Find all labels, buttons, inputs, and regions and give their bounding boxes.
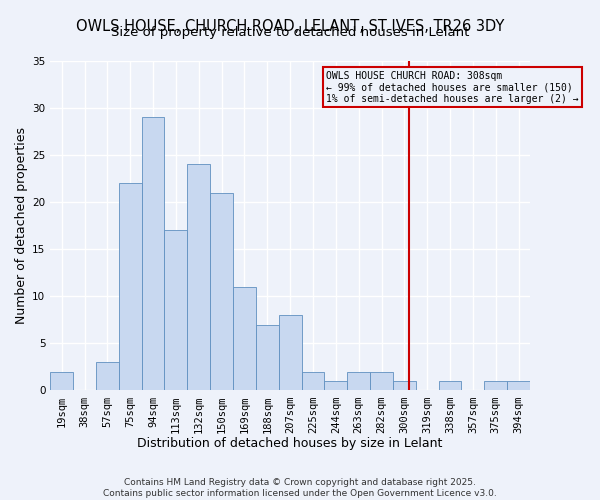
- Bar: [370, 372, 393, 390]
- Bar: [142, 118, 164, 390]
- Text: Contains HM Land Registry data © Crown copyright and database right 2025.
Contai: Contains HM Land Registry data © Crown c…: [103, 478, 497, 498]
- Text: OWLS HOUSE CHURCH ROAD: 308sqm
← 99% of detached houses are smaller (150)
1% of : OWLS HOUSE CHURCH ROAD: 308sqm ← 99% of …: [326, 70, 579, 104]
- Bar: [347, 372, 370, 390]
- Bar: [164, 230, 187, 390]
- Bar: [187, 164, 210, 390]
- Y-axis label: Number of detached properties: Number of detached properties: [15, 127, 28, 324]
- Bar: [210, 192, 233, 390]
- Bar: [279, 315, 302, 390]
- Bar: [507, 381, 530, 390]
- Bar: [439, 381, 461, 390]
- X-axis label: Distribution of detached houses by size in Lelant: Distribution of detached houses by size …: [137, 437, 443, 450]
- Bar: [256, 324, 279, 390]
- Bar: [50, 372, 73, 390]
- Text: OWLS HOUSE, CHURCH ROAD, LELANT, ST IVES, TR26 3DY: OWLS HOUSE, CHURCH ROAD, LELANT, ST IVES…: [76, 20, 505, 34]
- Bar: [484, 381, 507, 390]
- Title: Size of property relative to detached houses in Lelant: Size of property relative to detached ho…: [111, 26, 469, 39]
- Bar: [302, 372, 325, 390]
- Bar: [233, 287, 256, 391]
- Bar: [325, 381, 347, 390]
- Bar: [96, 362, 119, 390]
- Bar: [119, 183, 142, 390]
- Bar: [393, 381, 416, 390]
